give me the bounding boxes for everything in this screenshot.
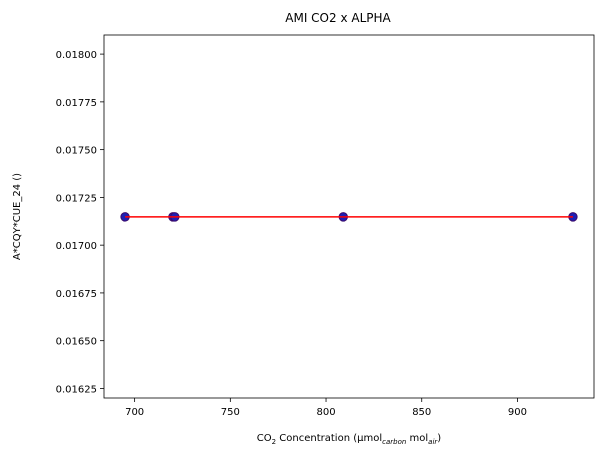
x-tick-label: 850 [412,407,431,418]
y-tick-label: 0.01675 [56,289,97,300]
y-tick-label: 0.01750 [56,146,97,157]
x-axis: 700 750 800 850 900 [125,398,527,418]
y-axis-label: A*CQY*CUE_24 () [12,173,23,260]
y-tick-label: 0.01800 [56,50,97,61]
y-tick-label: 0.01625 [56,384,97,395]
y-axis: 0.01625 0.01650 0.01675 0.01700 0.01725 0.017… [56,50,104,395]
y-tick-label: 0.01775 [56,98,97,109]
y-tick-label: 0.01725 [56,193,97,204]
x-axis-label: CO2 Concentration (μmolcarbon molair) [257,433,441,446]
x-tick-label: 900 [508,407,527,418]
plot-frame [103,34,595,399]
x-tick-label: 700 [125,407,144,418]
plot-marks [120,212,578,222]
y-tick-label: 0.01700 [56,241,97,252]
y-tick-label: 0.01650 [56,337,97,348]
chart-title: AMI CO2 x ALPHA [285,11,391,25]
x-tick-label: 800 [316,407,335,418]
x-tick-label: 750 [221,407,240,418]
